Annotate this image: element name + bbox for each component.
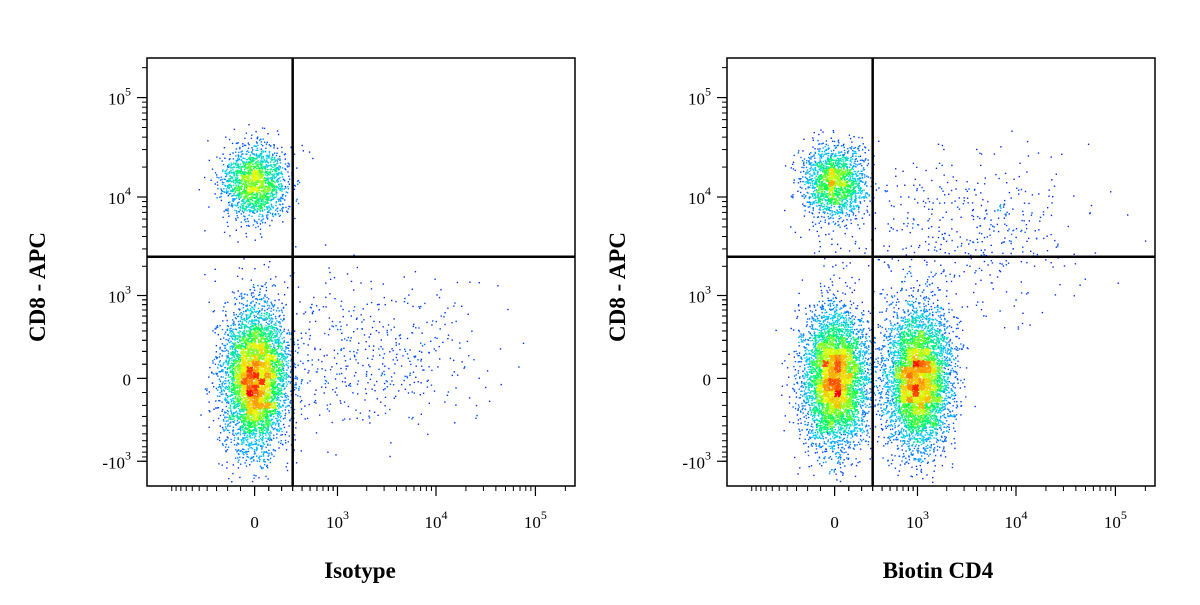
x-tick-label: 103 (326, 508, 349, 532)
y-axis-title: CD8 - APC (25, 232, 50, 342)
y-tick-label: 105 (688, 85, 711, 109)
y-tick-label: -103 (682, 448, 711, 472)
y-tick-label: 103 (688, 283, 711, 307)
x-tick-label: 0 (830, 513, 839, 532)
plot-frame (147, 58, 575, 486)
scatter-points (775, 129, 1146, 483)
x-tick-label: 103 (906, 508, 929, 532)
x-tick-label: 104 (1004, 508, 1027, 532)
x-axis-title: Biotin CD4 (883, 558, 994, 583)
scatter-points (199, 124, 525, 482)
x-tick-label: 0 (250, 513, 259, 532)
x-tick-label: 105 (524, 508, 547, 532)
y-tick-label: 104 (688, 184, 711, 208)
y-axis-title: CD8 - APC (605, 232, 630, 342)
y-tick-label: 0 (703, 370, 712, 389)
x-tick-label: 104 (424, 508, 447, 532)
y-tick-label: 0 (123, 370, 132, 389)
y-tick-label: 104 (108, 184, 131, 208)
y-tick-label: -103 (102, 448, 131, 472)
x-tick-label: 105 (1104, 508, 1127, 532)
plot-isotype: 0 103 104 105 105 104 103 0 -103 Isotype CD8 - APC (25, 58, 575, 583)
y-tick-label: 103 (108, 283, 131, 307)
x-axis-title: Isotype (324, 558, 396, 583)
y-tick-label: 105 (108, 85, 131, 109)
plot-biotin-cd4: 0 103 104 105 105 104 103 0 -103 Biotin CD4 CD8 - … (605, 58, 1155, 583)
